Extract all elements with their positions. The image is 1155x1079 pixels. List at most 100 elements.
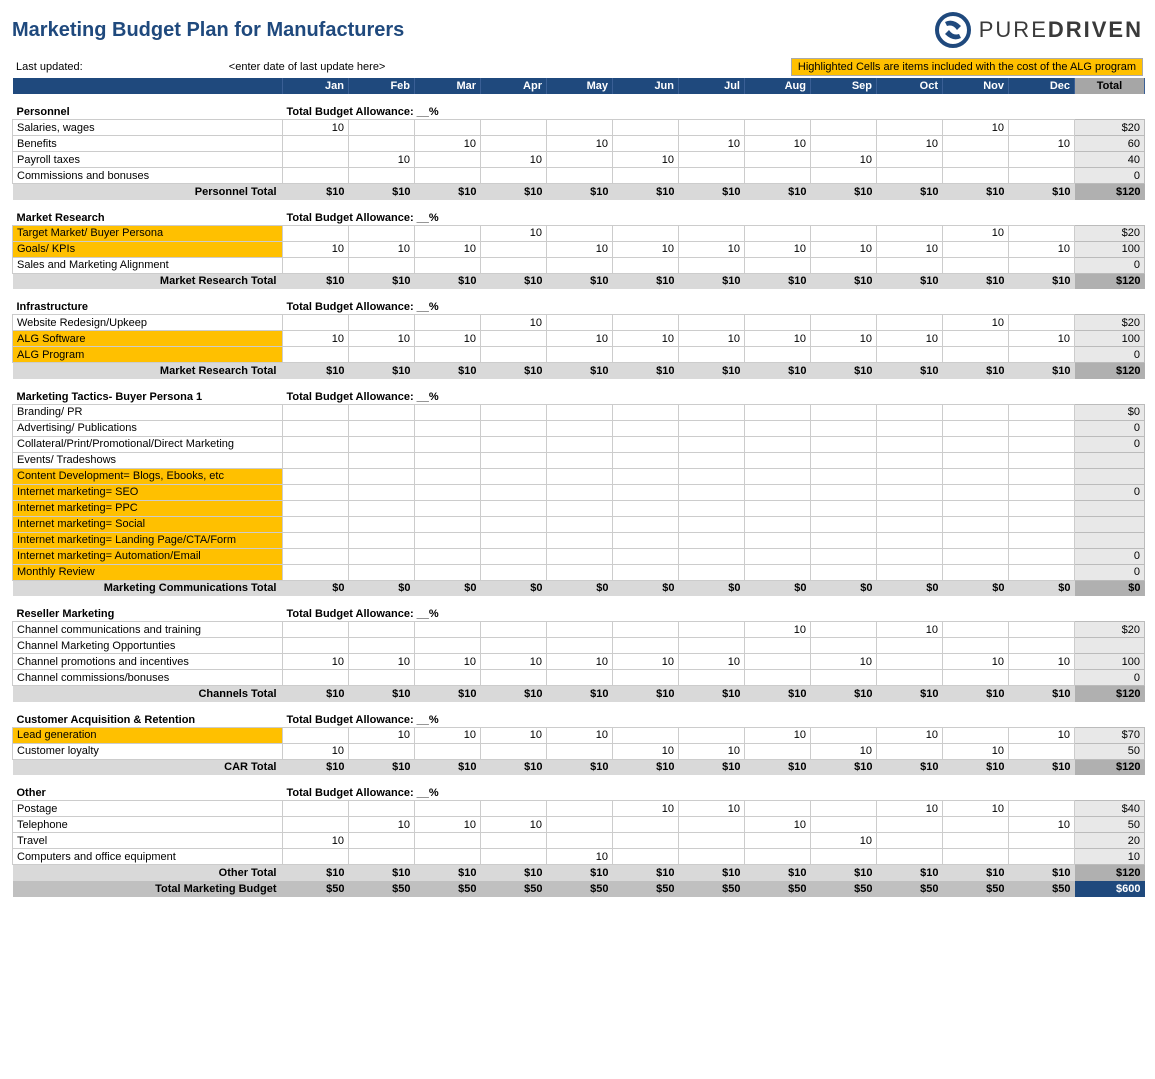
cell[interactable] xyxy=(613,484,679,500)
cell[interactable] xyxy=(679,817,745,833)
cell[interactable] xyxy=(943,168,1009,184)
cell[interactable]: 10 xyxy=(547,136,613,152)
cell[interactable] xyxy=(481,136,547,152)
cell[interactable] xyxy=(415,564,481,580)
cell[interactable] xyxy=(415,315,481,331)
cell[interactable] xyxy=(745,670,811,686)
cell[interactable] xyxy=(943,257,1009,273)
cell[interactable] xyxy=(811,516,877,532)
cell[interactable]: 10 xyxy=(613,331,679,347)
cell[interactable] xyxy=(679,452,745,468)
cell[interactable] xyxy=(1009,849,1075,865)
cell[interactable] xyxy=(877,532,943,548)
cell[interactable]: 10 xyxy=(877,622,943,638)
cell[interactable] xyxy=(745,833,811,849)
cell[interactable] xyxy=(877,654,943,670)
cell[interactable]: 10 xyxy=(547,331,613,347)
cell[interactable]: 10 xyxy=(283,331,349,347)
cell[interactable]: 10 xyxy=(481,315,547,331)
row-label[interactable]: Channel communications and training xyxy=(13,622,283,638)
cell[interactable] xyxy=(349,801,415,817)
cell[interactable] xyxy=(415,849,481,865)
cell[interactable] xyxy=(1009,743,1075,759)
cell[interactable] xyxy=(349,452,415,468)
cell[interactable] xyxy=(613,136,679,152)
cell[interactable]: 10 xyxy=(349,152,415,168)
cell[interactable] xyxy=(613,817,679,833)
cell[interactable] xyxy=(415,120,481,136)
cell[interactable] xyxy=(679,315,745,331)
cell[interactable] xyxy=(679,833,745,849)
cell[interactable]: 10 xyxy=(547,727,613,743)
cell[interactable] xyxy=(811,548,877,564)
cell[interactable] xyxy=(283,484,349,500)
row-label[interactable]: Travel xyxy=(13,833,283,849)
cell[interactable]: 10 xyxy=(415,727,481,743)
cell[interactable] xyxy=(745,638,811,654)
row-label[interactable]: Sales and Marketing Alignment xyxy=(13,257,283,273)
cell[interactable] xyxy=(877,347,943,363)
cell[interactable]: 10 xyxy=(679,654,745,670)
cell[interactable] xyxy=(283,436,349,452)
cell[interactable] xyxy=(547,817,613,833)
cell[interactable] xyxy=(283,225,349,241)
cell[interactable] xyxy=(811,136,877,152)
row-label[interactable]: Payroll taxes xyxy=(13,152,283,168)
cell[interactable] xyxy=(349,638,415,654)
cell[interactable] xyxy=(1009,347,1075,363)
cell[interactable] xyxy=(349,468,415,484)
cell[interactable]: 10 xyxy=(283,654,349,670)
cell[interactable] xyxy=(943,241,1009,257)
cell[interactable]: 10 xyxy=(349,817,415,833)
last-updated-value[interactable]: <enter date of last update here> xyxy=(229,61,386,73)
row-label[interactable]: Content Development= Blogs, Ebooks, etc xyxy=(13,468,283,484)
cell[interactable]: 10 xyxy=(811,743,877,759)
cell[interactable] xyxy=(943,833,1009,849)
cell[interactable] xyxy=(415,532,481,548)
cell[interactable] xyxy=(679,670,745,686)
cell[interactable]: 10 xyxy=(547,241,613,257)
cell[interactable] xyxy=(877,743,943,759)
cell[interactable]: 10 xyxy=(745,136,811,152)
cell[interactable] xyxy=(547,532,613,548)
cell[interactable] xyxy=(481,564,547,580)
cell[interactable]: 10 xyxy=(745,241,811,257)
cell[interactable] xyxy=(547,833,613,849)
cell[interactable]: 10 xyxy=(811,331,877,347)
cell[interactable] xyxy=(349,670,415,686)
cell[interactable] xyxy=(547,420,613,436)
cell[interactable] xyxy=(481,420,547,436)
cell[interactable]: 10 xyxy=(415,136,481,152)
cell[interactable] xyxy=(679,347,745,363)
cell[interactable] xyxy=(481,241,547,257)
cell[interactable] xyxy=(1009,670,1075,686)
row-label[interactable]: Goals/ KPIs xyxy=(13,241,283,257)
cell[interactable]: 10 xyxy=(943,315,1009,331)
cell[interactable] xyxy=(613,638,679,654)
cell[interactable] xyxy=(613,452,679,468)
cell[interactable] xyxy=(283,404,349,420)
cell[interactable]: 10 xyxy=(811,241,877,257)
cell[interactable] xyxy=(877,670,943,686)
cell[interactable] xyxy=(613,468,679,484)
cell[interactable] xyxy=(415,622,481,638)
cell[interactable] xyxy=(481,532,547,548)
cell[interactable]: 10 xyxy=(679,743,745,759)
cell[interactable] xyxy=(679,436,745,452)
cell[interactable] xyxy=(1009,168,1075,184)
cell[interactable] xyxy=(613,168,679,184)
cell[interactable] xyxy=(481,331,547,347)
cell[interactable] xyxy=(811,500,877,516)
cell[interactable] xyxy=(745,120,811,136)
cell[interactable] xyxy=(481,833,547,849)
cell[interactable] xyxy=(415,152,481,168)
cell[interactable] xyxy=(745,548,811,564)
cell[interactable] xyxy=(811,468,877,484)
cell[interactable] xyxy=(1009,404,1075,420)
row-label[interactable]: Target Market/ Buyer Persona xyxy=(13,225,283,241)
cell[interactable] xyxy=(679,564,745,580)
cell[interactable] xyxy=(943,638,1009,654)
cell[interactable]: 10 xyxy=(349,727,415,743)
cell[interactable] xyxy=(415,548,481,564)
cell[interactable] xyxy=(613,347,679,363)
